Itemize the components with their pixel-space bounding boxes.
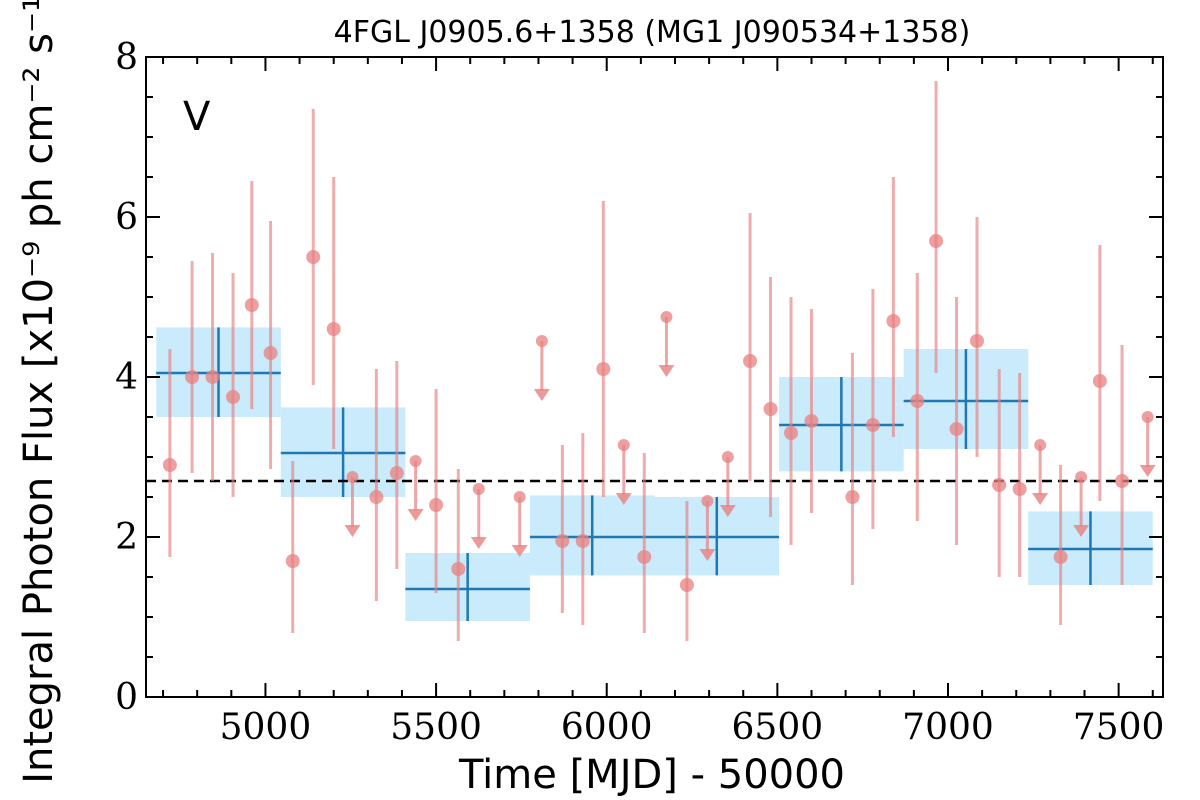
detection-point: [804, 414, 819, 428]
detection-point: [1115, 474, 1130, 488]
upper-limit-arrowhead: [344, 525, 361, 537]
detection-point: [555, 534, 570, 548]
detection-point: [326, 322, 341, 336]
detection-point: [226, 390, 241, 404]
detection-point: [369, 490, 384, 504]
upper-limit-arrowhead: [1032, 493, 1049, 505]
detection-point: [743, 354, 758, 368]
binned-flux-layer: [156, 327, 1153, 621]
detection-point: [929, 234, 944, 248]
x-tick-label: 6500: [732, 707, 824, 748]
detection-point: [784, 426, 799, 440]
upper-limit-arrowhead: [615, 493, 632, 505]
upper-limit-point: [721, 451, 734, 463]
y-tick-label: 6: [115, 197, 138, 238]
upper-limit-point: [1034, 439, 1047, 451]
upper-limit-arrowhead: [511, 545, 528, 557]
detection-point: [1012, 482, 1027, 496]
detection-point: [185, 370, 200, 384]
upper-limit-arrowhead: [719, 505, 736, 517]
x-tick-label: 7500: [1073, 707, 1165, 748]
x-tick-label: 6000: [561, 707, 653, 748]
detection-point: [637, 550, 652, 564]
upper-limit-arrowhead: [1139, 465, 1156, 477]
upper-limit-arrowhead: [699, 549, 716, 561]
upper-limit-point: [535, 335, 548, 347]
x-tick-label: 5500: [390, 707, 482, 748]
detection-point: [285, 554, 300, 568]
upper-limits-layer: [344, 311, 1156, 561]
y-axis-label: Integral Photon Flux [x10⁻⁹ ph cm⁻² s⁻¹]: [16, 0, 62, 784]
upper-limit-point: [346, 471, 359, 483]
x-axis-label: Time [MJD] - 50000: [458, 752, 845, 798]
upper-limit-arrowhead: [658, 365, 675, 377]
upper-limit-arrowhead: [407, 509, 424, 521]
detection-point: [992, 478, 1007, 492]
detection-point: [865, 418, 880, 432]
upper-limit-point: [660, 311, 673, 323]
chart-title: 4FGL J0905.6+1358 (MG1 J090534+1358): [334, 15, 971, 50]
detection-point: [970, 334, 985, 348]
upper-limit-point: [409, 455, 422, 467]
y-tick-label: 8: [115, 37, 138, 78]
upper-limit-arrowhead: [533, 389, 550, 401]
detection-point: [910, 394, 925, 408]
y-tick-label: 2: [115, 517, 138, 558]
y-tick-label: 0: [115, 677, 138, 718]
detection-point: [451, 562, 466, 576]
detection-point: [596, 362, 611, 376]
detection-point: [389, 466, 404, 480]
upper-limit-point: [1141, 411, 1154, 423]
y-axis-ticks: 0 2 4 6 8: [115, 37, 1163, 718]
detection-point: [845, 490, 860, 504]
detection-point: [949, 422, 964, 436]
detection-point: [244, 298, 259, 312]
detection-point: [306, 250, 321, 264]
detection-point: [679, 578, 694, 592]
detection-point: [1053, 550, 1068, 564]
detection-point: [429, 498, 444, 512]
upper-limit-point: [513, 491, 526, 503]
detection-point: [205, 370, 220, 384]
upper-limit-arrowhead: [1073, 525, 1090, 537]
detection-point: [1092, 374, 1107, 388]
detection-point: [263, 346, 278, 360]
x-tick-label: 7000: [902, 707, 994, 748]
upper-limit-point: [701, 495, 714, 507]
upper-limit-arrowhead: [470, 537, 487, 549]
detection-point: [575, 534, 590, 548]
detection-point: [162, 458, 177, 472]
upper-limit-point: [472, 483, 485, 495]
detection-point: [763, 402, 778, 416]
x-axis-ticks: 5000 5500 6000 6500 7000 7500: [162, 57, 1165, 748]
panel-label: V: [183, 94, 211, 140]
upper-limit-point: [617, 439, 630, 451]
y-tick-label: 4: [115, 357, 138, 398]
x-tick-label: 5000: [220, 707, 312, 748]
detections-layer: [162, 81, 1130, 641]
upper-limit-point: [1075, 471, 1088, 483]
detection-point: [886, 314, 901, 328]
